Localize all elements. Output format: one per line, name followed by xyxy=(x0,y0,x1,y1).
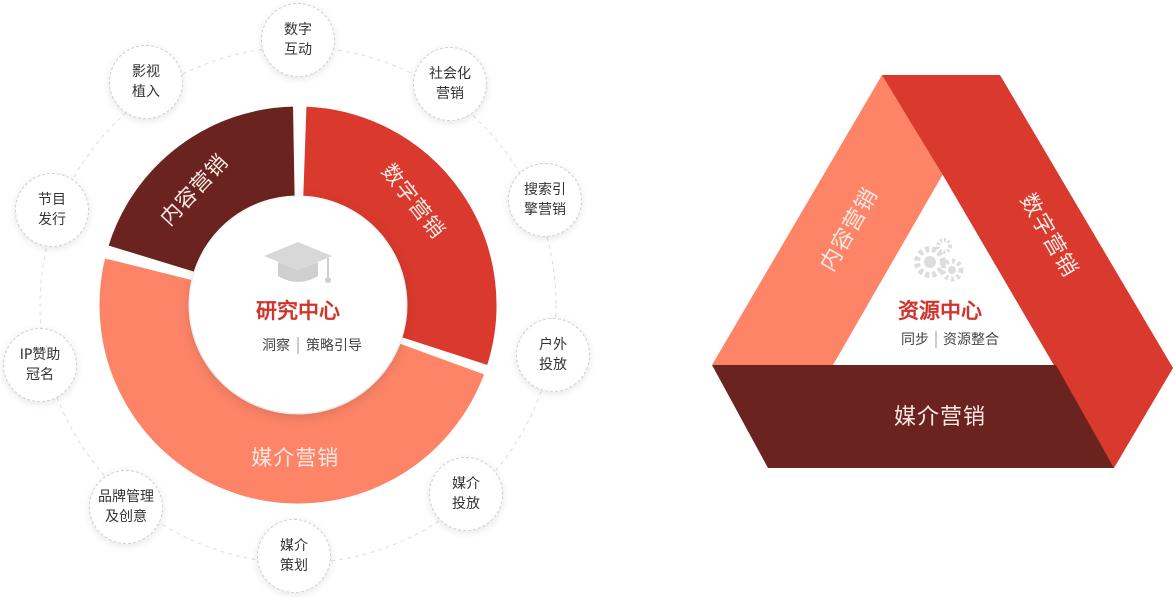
service-node-line2: 策划 xyxy=(280,558,308,574)
service-node: 数字 互动 xyxy=(261,3,335,77)
research-center-sub-left: 洞察 xyxy=(262,337,290,354)
service-node-line1: 户外 xyxy=(539,337,567,353)
resource-center-title: 资源中心 xyxy=(898,299,982,323)
service-node-line2: 互动 xyxy=(284,42,312,58)
service-node: 户外 投放 xyxy=(516,318,590,392)
segment-label-media: 媒介营销 xyxy=(251,446,339,470)
service-node-line2: 擎营销 xyxy=(524,202,566,218)
service-node-line2: 投放 xyxy=(452,496,480,512)
service-node-line1: 影视 xyxy=(132,64,160,80)
service-node-line1: 搜索引 xyxy=(524,182,566,198)
side-label-media: 媒介营销 xyxy=(894,405,986,430)
segment-media-marketing xyxy=(96,254,488,507)
service-node: 搜索引 擎营销 xyxy=(508,163,582,237)
service-node-line1: 媒介 xyxy=(452,476,480,492)
graduation-cap-icon xyxy=(264,242,332,283)
service-node-line2: 投放 xyxy=(539,357,567,373)
service-node: 媒介 投放 xyxy=(429,457,503,531)
service-node-line1: 数字 xyxy=(284,22,312,38)
service-node-line2: 冠名 xyxy=(26,367,54,383)
service-node-line1: 媒介 xyxy=(280,538,308,554)
donut-chart: 内容营销 数字营销 媒介营销 xyxy=(96,103,500,507)
research-center-sub-right: 策略引导 xyxy=(306,337,362,354)
resource-triangle: 内容营销 数字营销 媒介营销 xyxy=(712,75,1173,468)
service-node-line1: 社会化 xyxy=(429,66,471,82)
resource-center-sub-left: 同步 xyxy=(901,332,929,348)
research-center-disc xyxy=(190,197,406,413)
service-node-line2: 营销 xyxy=(436,86,464,102)
resource-center-sub-right: 资源整合 xyxy=(943,332,999,348)
orbit-ring xyxy=(39,46,557,564)
service-node-line2: 及创意 xyxy=(105,509,147,525)
gears-icon xyxy=(914,238,964,282)
service-node-line1: 品牌管理 xyxy=(98,489,154,505)
service-node-line1: 节目 xyxy=(38,192,66,208)
research-center-title: 研究中心 xyxy=(256,299,340,323)
service-node: 影视 植入 xyxy=(109,45,183,119)
service-node: 社会化 营销 xyxy=(413,47,487,121)
side-media-marketing xyxy=(712,365,1114,468)
service-node: 媒介 策划 xyxy=(257,519,331,593)
service-node: IP赞助 冠名 xyxy=(3,328,77,402)
service-node-line2: 发行 xyxy=(38,212,66,228)
service-node-line2: 植入 xyxy=(132,84,160,100)
side-digital-marketing xyxy=(882,75,1173,468)
service-node-line1: IP赞助 xyxy=(19,347,61,363)
service-node: 品牌管理 及创意 xyxy=(89,470,163,544)
service-node: 节目 发行 xyxy=(15,173,89,247)
